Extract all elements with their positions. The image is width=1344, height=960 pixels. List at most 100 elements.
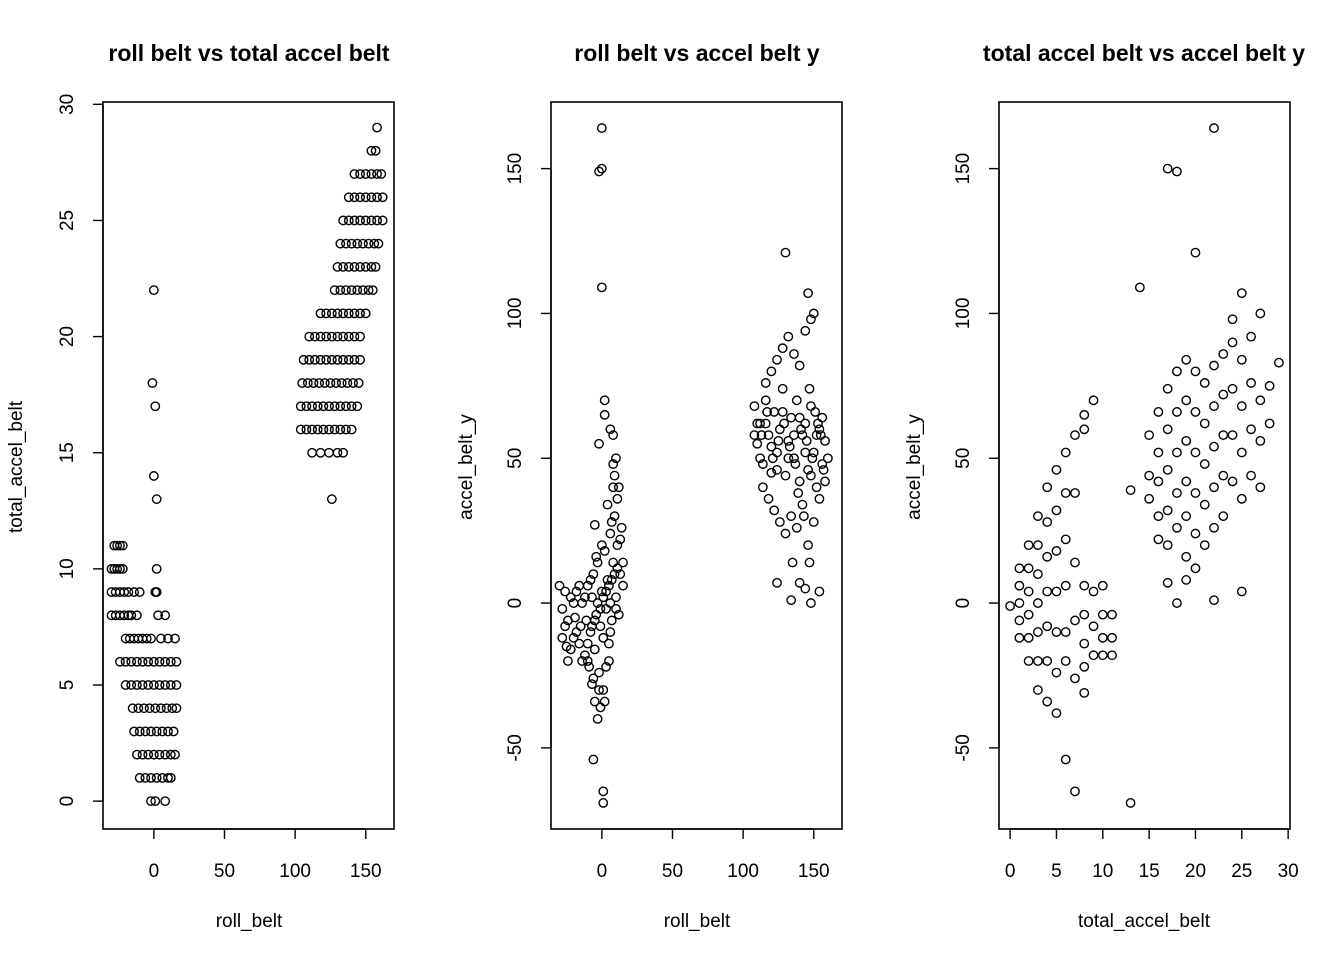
data-point	[774, 517, 785, 527]
data-point	[605, 528, 616, 539]
data-point	[786, 595, 797, 606]
data-point	[372, 192, 382, 203]
data-point	[367, 285, 378, 296]
data-point	[165, 749, 176, 760]
data-point	[1070, 488, 1080, 498]
y-tick-label: 5	[57, 680, 78, 691]
data-point	[307, 401, 317, 412]
y-axis-label: total_accel_belt	[6, 400, 27, 533]
data-point	[582, 656, 593, 666]
panel-roll-belt-vs-total-accel-belt: roll belt vs total accel belt roll_belt …	[6, 40, 395, 932]
plot-frame	[550, 101, 843, 830]
data-point	[1199, 499, 1210, 510]
data-point	[599, 546, 610, 556]
data-point	[608, 482, 619, 493]
data-point	[1107, 609, 1117, 620]
data-point	[794, 360, 805, 371]
data-point	[1014, 563, 1025, 574]
data-point	[338, 262, 349, 272]
data-point	[352, 238, 363, 249]
data-point	[127, 703, 138, 714]
data-point	[608, 459, 619, 469]
data-point	[752, 438, 763, 449]
data-point	[580, 650, 590, 661]
data-point	[786, 412, 797, 423]
data-point	[1181, 476, 1192, 487]
data-point	[594, 438, 604, 449]
data-point	[329, 424, 340, 435]
data-point	[560, 621, 571, 632]
data-point	[355, 169, 365, 179]
data-point	[324, 424, 334, 435]
x-tick-label: 150	[798, 861, 830, 882]
data-point	[605, 598, 616, 608]
data-point	[601, 586, 611, 597]
data-point	[143, 680, 154, 690]
data-point	[807, 453, 818, 464]
data-point	[1023, 540, 1034, 551]
data-point	[589, 615, 600, 626]
data-point	[1181, 435, 1192, 446]
data-point	[160, 656, 171, 667]
data-point	[1042, 517, 1053, 527]
chart-title: total accel belt vs accel belt y	[983, 40, 1305, 66]
data-point	[773, 435, 784, 446]
data-point	[598, 786, 609, 797]
data-point	[1172, 598, 1182, 608]
data-point	[1190, 447, 1201, 458]
data-point	[803, 464, 813, 475]
data-point	[560, 586, 571, 597]
data-point	[808, 517, 819, 527]
data-point	[372, 215, 382, 226]
data-point	[589, 644, 600, 655]
data-point	[115, 563, 125, 574]
data-point	[1023, 656, 1034, 666]
data-point	[134, 773, 145, 783]
data-point	[324, 447, 334, 458]
data-point	[349, 308, 360, 319]
data-point	[592, 557, 603, 568]
data-point	[319, 378, 330, 388]
data-point	[156, 703, 166, 714]
data-point	[332, 308, 343, 319]
data-point	[766, 467, 777, 478]
data-point	[120, 656, 131, 667]
y-tick-label: 30	[57, 94, 78, 115]
data-point	[1060, 656, 1071, 666]
plot-frame	[102, 101, 395, 830]
data-point	[332, 447, 343, 458]
data-point	[766, 441, 777, 452]
data-point	[1051, 667, 1062, 678]
data-point	[1023, 609, 1034, 620]
data-point	[609, 569, 620, 580]
data-point	[377, 215, 388, 226]
data-point	[366, 192, 377, 203]
data-point	[1033, 511, 1043, 522]
data-point	[326, 354, 337, 365]
data-point	[358, 285, 368, 296]
data-point	[137, 749, 148, 760]
data-point	[134, 726, 145, 737]
data-point	[150, 796, 161, 807]
data-point	[772, 577, 782, 588]
data-point	[171, 703, 182, 714]
data-point	[756, 430, 767, 440]
data-point	[1199, 378, 1210, 388]
data-point	[1181, 551, 1192, 562]
data-point	[1088, 586, 1099, 597]
data-point	[804, 557, 815, 568]
data-point	[783, 331, 794, 342]
data-point	[587, 679, 597, 690]
data-point	[800, 447, 811, 458]
scatter-points	[1005, 123, 1284, 808]
data-point	[1218, 430, 1229, 440]
data-point	[302, 378, 313, 388]
data-point	[595, 603, 606, 614]
data-point	[794, 412, 805, 423]
data-point	[1033, 685, 1043, 695]
data-point	[1255, 482, 1266, 493]
data-point	[352, 401, 363, 412]
data-point	[1079, 609, 1090, 620]
data-point	[797, 430, 808, 440]
data-point	[1181, 395, 1192, 406]
